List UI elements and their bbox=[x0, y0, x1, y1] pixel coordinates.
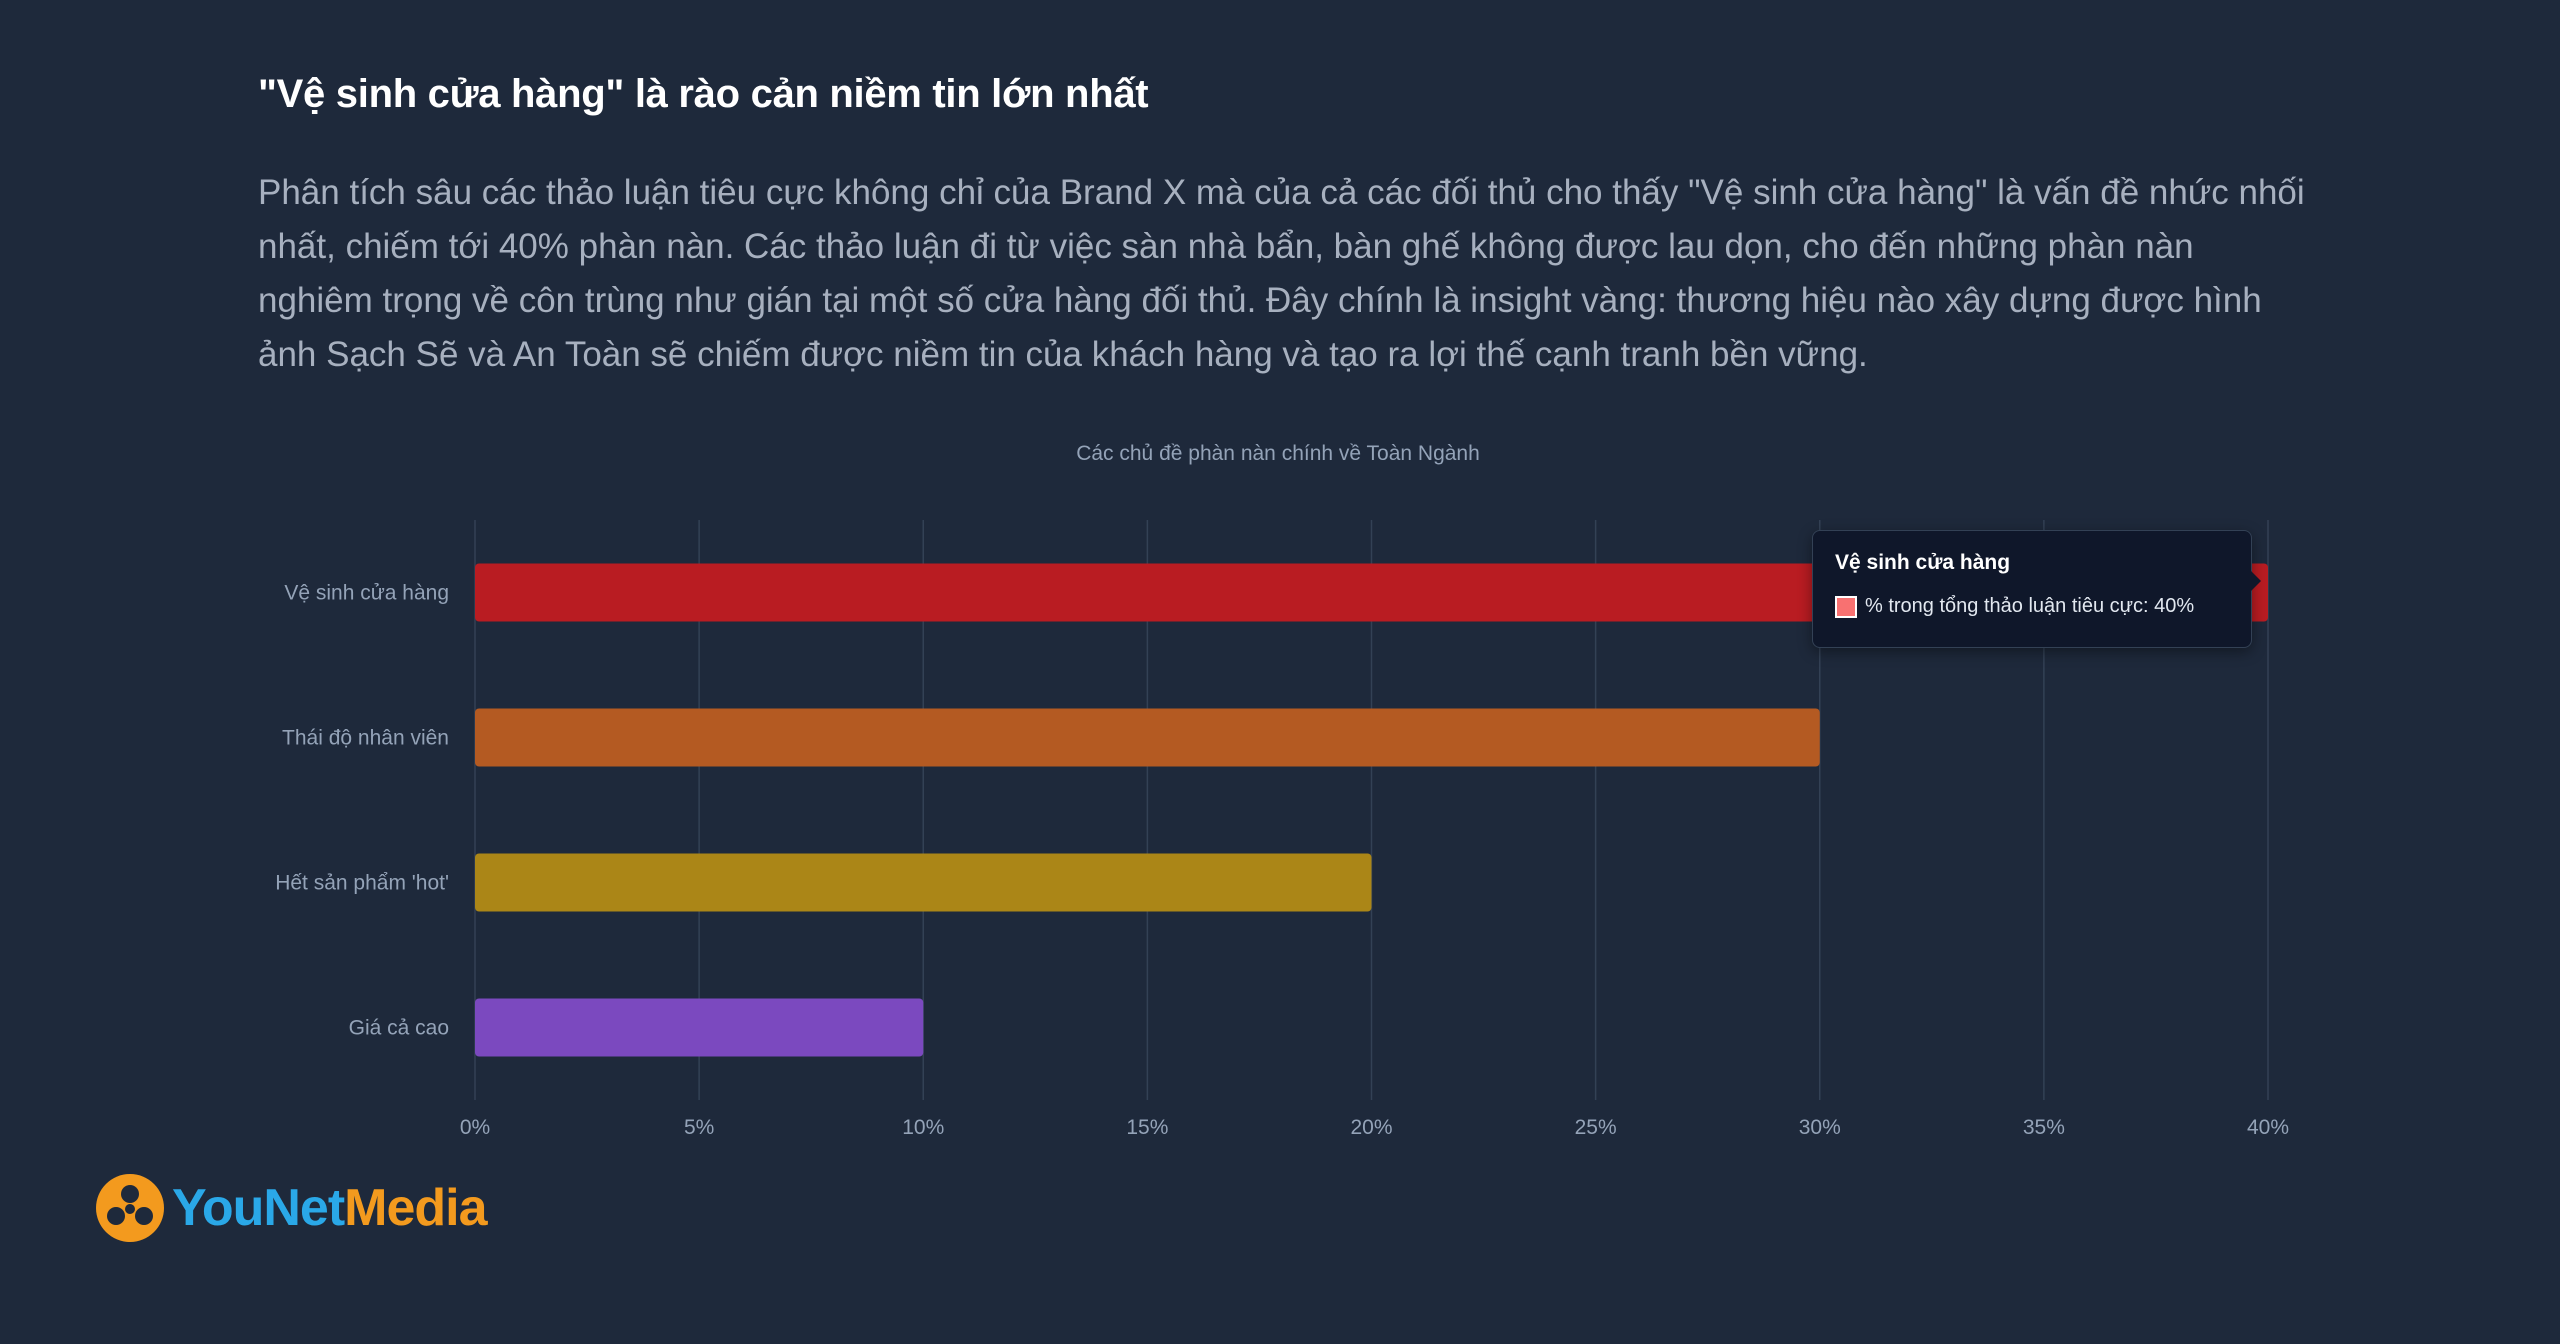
y-category-label: Giá cả cao bbox=[349, 1017, 449, 1040]
x-tick-label: 30% bbox=[1799, 1116, 1841, 1139]
logo-wordmark: YouNetMedia bbox=[172, 1179, 488, 1237]
tooltip-row: % trong tổng thảo luận tiêu cực: 40% bbox=[1835, 595, 2229, 618]
bar[interactable] bbox=[475, 998, 924, 1057]
x-tick-label: 15% bbox=[1126, 1116, 1168, 1139]
x-tick-label: 0% bbox=[460, 1116, 490, 1139]
page-heading: "Vệ sinh cửa hàng" là rào cản niềm tin l… bbox=[258, 72, 1149, 116]
x-tick-label: 25% bbox=[1575, 1116, 1617, 1139]
body-paragraph: Phân tích sâu các thảo luận tiêu cực khô… bbox=[258, 173, 2305, 374]
chart-title: Các chủ đề phàn nàn chính về Toàn Ngành bbox=[1076, 442, 1480, 465]
x-tick-label: 40% bbox=[2247, 1116, 2289, 1139]
x-tick-label: 10% bbox=[902, 1116, 944, 1139]
y-category-label: Vệ sinh cửa hàng bbox=[284, 582, 449, 605]
younet-media-logo: YouNetMedia bbox=[94, 1172, 488, 1244]
tooltip-title: Vệ sinh cửa hàng bbox=[1835, 551, 2011, 574]
x-axis-labels: 0% 5% 10% 15% 20% 25% 30% 35% 40% bbox=[460, 1116, 2289, 1139]
tooltip-label: % trong tổng thảo luận tiêu cực: 40% bbox=[1865, 595, 2195, 617]
y-category-label: Hết sản phẩm 'hot' bbox=[275, 872, 449, 895]
chart-tooltip: Vệ sinh cửa hàng % trong tổng thảo luận … bbox=[1812, 530, 2261, 648]
tooltip-caret bbox=[2251, 571, 2261, 591]
bar[interactable] bbox=[475, 853, 1372, 912]
tooltip-swatch bbox=[1835, 595, 1857, 618]
bar[interactable] bbox=[475, 708, 1820, 767]
network-nodes-icon bbox=[96, 1174, 164, 1242]
y-axis-labels: Vệ sinh cửa hàng Thái độ nhân viên Hết sản… bbox=[275, 582, 449, 1040]
x-tick-label: 20% bbox=[1350, 1116, 1392, 1139]
x-tick-label: 35% bbox=[2023, 1116, 2065, 1139]
y-category-label: Thái độ nhân viên bbox=[282, 727, 449, 750]
x-tick-label: 5% bbox=[684, 1116, 714, 1139]
